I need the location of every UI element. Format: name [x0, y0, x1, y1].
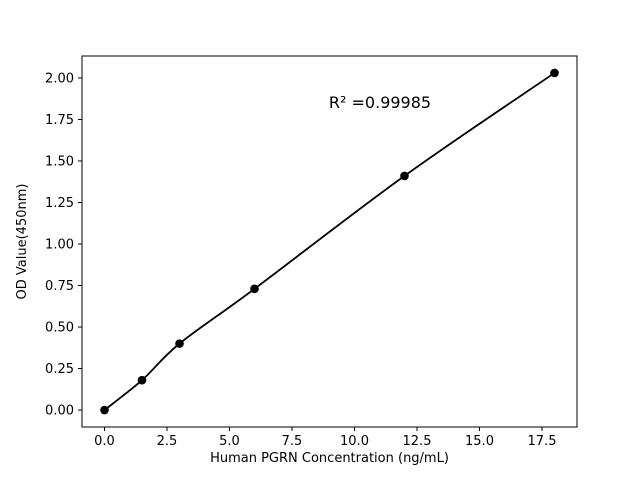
y-axis-label: OD Value(450nm): [15, 184, 30, 300]
data-point-marker: [550, 68, 559, 78]
fit-curve-line: [103, 72, 556, 411]
x-axis-tick-label: 17.5: [528, 434, 557, 449]
r-squared-annotation: R² =0.99985: [329, 93, 431, 112]
x-axis-tick-label: 12.5: [403, 434, 432, 449]
y-axis-tick-label: 0.50: [45, 321, 74, 336]
x-axis-tick-label: 2.5: [157, 434, 178, 449]
y-axis-tick-label: 1.25: [45, 196, 74, 211]
data-point-marker: [100, 405, 109, 415]
x-axis-tick-label: 5.0: [219, 434, 240, 449]
data-point-marker: [400, 171, 409, 181]
y-axis-tick-label: 0.25: [45, 362, 74, 377]
x-axis-tick-label: 10.0: [340, 434, 369, 449]
data-point-marker: [137, 375, 147, 385]
x-axis-tick-label: 0.0: [94, 434, 115, 449]
y-axis-tick-label: 2.00: [45, 71, 74, 86]
y-axis-tick-label: 0.75: [45, 279, 74, 294]
data-point-marker: [175, 339, 184, 348]
x-axis-label: Human PGRN Concentration (ng/mL): [210, 451, 449, 466]
x-axis-tick-label: 15.0: [465, 434, 494, 449]
y-axis-tick-label: 1.00: [45, 237, 74, 252]
y-axis-tick-label: 0.00: [45, 404, 74, 419]
data-point-marker: [250, 284, 259, 294]
y-axis-tick-label: 1.50: [45, 154, 74, 169]
x-axis-tick-label: 7.5: [282, 434, 303, 449]
y-axis-tick-label: 1.75: [45, 113, 74, 128]
axes-spines: [81, 55, 578, 428]
